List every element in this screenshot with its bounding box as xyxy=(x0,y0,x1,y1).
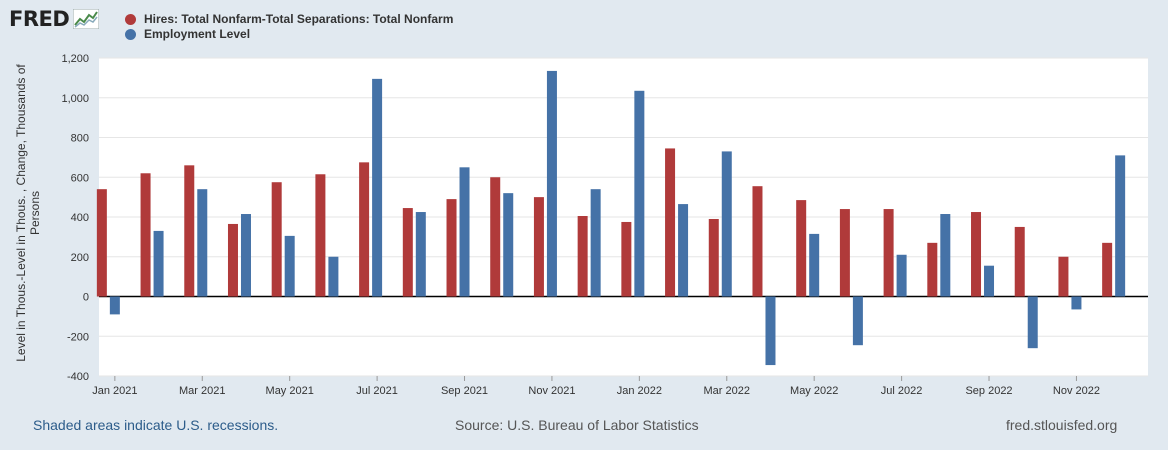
bar-hires-aug-2022[interactable] xyxy=(927,242,938,297)
y-axis-label-line2: Persons xyxy=(28,191,42,235)
x-tick-label: Jan 2021 xyxy=(92,385,137,397)
bar-hires-jan-2021[interactable] xyxy=(96,189,107,297)
bar-hires-jul-2021[interactable] xyxy=(359,162,370,297)
bar-employment-mar-2021[interactable] xyxy=(197,189,208,297)
bar-employment-may-2021[interactable] xyxy=(284,235,295,297)
bar-employment-apr-2021[interactable] xyxy=(240,214,251,297)
y-tick-label: 1,200 xyxy=(61,53,89,65)
bar-hires-feb-2022[interactable] xyxy=(665,148,676,297)
x-tick-label: Nov 2022 xyxy=(1053,385,1100,397)
bar-hires-dec-2021[interactable] xyxy=(577,216,588,297)
bar-employment-nov-2022[interactable] xyxy=(1071,296,1082,310)
x-tick-label: Sep 2022 xyxy=(965,385,1012,397)
bar-employment-jan-2022[interactable] xyxy=(634,90,645,297)
bar-hires-sep-2022[interactable] xyxy=(971,212,982,297)
bar-employment-apr-2022[interactable] xyxy=(765,296,776,366)
legend-swatch-employment xyxy=(125,28,136,40)
chart-area: -400 -200 0 200 400 600 800 1,000 1,200 Jan 2021… xyxy=(14,53,1148,397)
y-tick-label: 800 xyxy=(71,133,89,145)
fred-logo[interactable]: FRED xyxy=(9,7,100,31)
bar-employment-feb-2021[interactable] xyxy=(153,230,164,297)
legend-swatch-hires xyxy=(125,13,136,25)
y-tick-label: 0 xyxy=(83,292,89,304)
x-tick-label: Mar 2021 xyxy=(179,385,225,397)
bar-hires-dec-2022[interactable] xyxy=(1102,242,1113,297)
y-tick-label: 600 xyxy=(71,172,89,184)
bar-employment-jul-2022[interactable] xyxy=(896,254,907,297)
bar-employment-aug-2021[interactable] xyxy=(415,212,426,297)
bar-hires-nov-2021[interactable] xyxy=(533,197,544,297)
x-tick-label: Jan 2022 xyxy=(617,385,662,397)
bar-hires-jul-2022[interactable] xyxy=(883,209,894,297)
y-tick-label: -400 xyxy=(67,371,89,383)
bar-employment-jul-2021[interactable] xyxy=(372,78,383,297)
legend-item-employment[interactable]: Employment Level xyxy=(125,27,250,41)
source-note: Source: U.S. Bureau of Labor Statistics xyxy=(455,417,699,433)
bar-hires-nov-2022[interactable] xyxy=(1058,256,1069,297)
bar-hires-mar-2022[interactable] xyxy=(708,218,719,297)
x-tick-label: May 2021 xyxy=(266,385,314,397)
x-tick-label: Jul 2022 xyxy=(881,385,923,397)
bar-employment-jan-2021[interactable] xyxy=(109,296,120,315)
site-link[interactable]: fred.stlouisfed.org xyxy=(1006,417,1118,433)
y-axis-label-line1: Level in Thous.-Level in Thous. , Change… xyxy=(14,64,28,362)
bar-employment-sep-2021[interactable] xyxy=(459,167,470,297)
bar-employment-aug-2022[interactable] xyxy=(940,214,951,297)
bar-hires-sep-2021[interactable] xyxy=(446,199,457,297)
bar-hires-apr-2021[interactable] xyxy=(227,223,238,297)
bar-hires-jan-2022[interactable] xyxy=(621,221,632,297)
y-tick-label: -200 xyxy=(67,331,89,343)
bar-hires-jun-2022[interactable] xyxy=(839,209,850,297)
bar-employment-sep-2022[interactable] xyxy=(984,265,995,297)
bar-hires-oct-2021[interactable] xyxy=(490,177,501,297)
bar-employment-jun-2022[interactable] xyxy=(852,296,863,346)
x-tick-label: Mar 2022 xyxy=(704,385,750,397)
y-tick-label: 200 xyxy=(71,252,89,264)
bar-employment-mar-2022[interactable] xyxy=(721,151,732,297)
x-tick-label: May 2022 xyxy=(790,385,838,397)
y-tick-label: 1,000 xyxy=(61,93,89,105)
x-tick-label: Sep 2021 xyxy=(441,385,488,397)
bar-hires-oct-2022[interactable] xyxy=(1014,226,1025,297)
legend-label-employment: Employment Level xyxy=(144,27,251,41)
bar-employment-dec-2021[interactable] xyxy=(590,189,601,297)
bar-hires-feb-2021[interactable] xyxy=(140,173,151,297)
x-tick-label: Nov 2021 xyxy=(528,385,575,397)
bar-employment-feb-2022[interactable] xyxy=(678,204,689,297)
x-tick-label: Jul 2021 xyxy=(356,385,398,397)
y-axis-ticks: -400 -200 0 200 400 600 800 1,000 1,200 xyxy=(61,53,89,383)
bar-hires-mar-2021[interactable] xyxy=(184,165,195,297)
recession-note: Shaded areas indicate U.S. recessions. xyxy=(33,417,279,433)
y-tick-label: 400 xyxy=(71,212,89,224)
logo-text: FRED xyxy=(9,7,70,31)
bar-employment-oct-2021[interactable] xyxy=(503,193,514,297)
bar-employment-dec-2022[interactable] xyxy=(1115,155,1126,297)
bar-employment-nov-2021[interactable] xyxy=(546,70,557,297)
legend-item-hires[interactable]: Hires: Total Nonfarm-Total Separations: … xyxy=(125,12,453,26)
bar-hires-may-2022[interactable] xyxy=(796,200,807,297)
bar-hires-apr-2022[interactable] xyxy=(752,186,763,297)
bar-employment-may-2022[interactable] xyxy=(809,233,820,297)
bar-hires-jun-2021[interactable] xyxy=(315,174,326,297)
bar-hires-aug-2021[interactable] xyxy=(402,208,413,297)
bars xyxy=(96,70,1126,366)
bar-employment-oct-2022[interactable] xyxy=(1027,296,1038,349)
legend-label-hires: Hires: Total Nonfarm-Total Separations: … xyxy=(144,12,454,26)
x-axis-ticks: Jan 2021 Mar 2021 May 2021 Jul 2021 Sep 2021… xyxy=(92,376,1100,397)
bar-employment-jun-2021[interactable] xyxy=(328,256,339,297)
bar-hires-may-2021[interactable] xyxy=(271,182,282,297)
fred-chart-icon xyxy=(73,9,100,29)
